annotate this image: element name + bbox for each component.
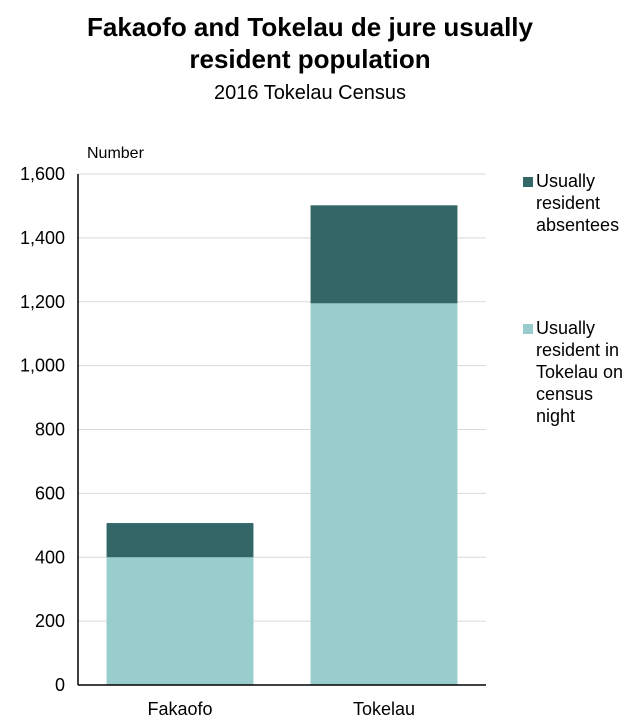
legend-label-absentees: Usually resident absentees [536,170,619,236]
chart-title-line1: Fakaofo and Tokelau de jure usually [87,12,533,42]
y-tick-label: 1,000 [20,356,65,376]
y-tick-label: 200 [35,611,65,631]
y-tick-label: 600 [35,483,65,503]
x-tick-label: Fakaofo [147,699,212,717]
legend-present-line1: Usually [536,318,596,338]
chart-subtitle: 2016 Tokelau Census [214,82,406,104]
y-tick-label: 1,200 [20,292,65,312]
bar-fakaofo-series-1 [106,523,254,558]
bar-tokelau-series-0 [310,303,458,685]
legend-present-line5: night [536,406,576,426]
y-axis-label: Number [87,145,145,162]
legend-present-line3: Tokelau on [536,362,624,382]
y-tick-label: 1,400 [20,228,65,248]
chart-title-line2: resident population [189,44,431,74]
bar-fakaofo-series-0 [106,557,254,685]
y-tick-label: 1,600 [20,164,65,184]
x-tick-label: Tokelau [353,699,415,717]
legend-swatch-absentees [523,177,533,187]
legend-present-line4: census [536,384,594,404]
y-tick-label: 800 [35,420,65,440]
legend-absentees-line1: Usually [536,171,596,191]
y-tick-label: 0 [55,675,65,695]
bar-tokelau-series-1 [310,205,458,304]
legend-present-line2: resident in [536,340,620,360]
legend-absentees-line3: absentees [536,215,620,235]
legend-absentees-line2: resident [536,193,601,213]
legend-swatch-present [523,324,533,334]
legend-label-present: Usually resident in Tokelau on census ni… [536,317,623,427]
y-tick-label: 400 [35,547,65,567]
